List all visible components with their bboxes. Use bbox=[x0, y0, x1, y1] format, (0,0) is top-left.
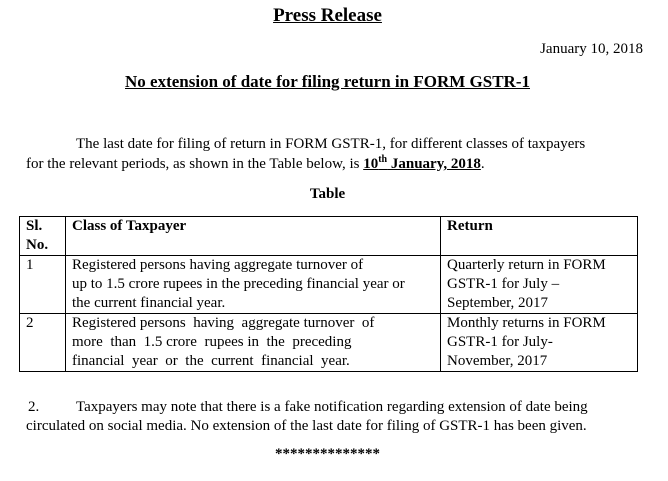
heading: No extension of date for filing return i… bbox=[125, 72, 530, 91]
cell-class: Registered persons having aggregate turn… bbox=[65, 255, 441, 314]
deadline-date: 10th January, 2018 bbox=[363, 154, 481, 173]
cell-line: Quarterly return in FORM bbox=[447, 257, 606, 273]
header-sl-no: Sl. No. bbox=[19, 216, 66, 256]
taxpayer-table: Sl. No. Class of Taxpayer Return 1 Regis… bbox=[19, 216, 638, 372]
end-mark: ************** bbox=[275, 446, 380, 462]
deadline-day: 10 bbox=[363, 156, 379, 172]
cell-line: September, 2017 bbox=[447, 295, 549, 311]
table-row: 2 Registered persons having aggregate tu… bbox=[19, 313, 638, 372]
table-row: 1 Registered persons having aggregate tu… bbox=[19, 255, 638, 314]
cell-return: Quarterly return in FORM GSTR-1 for July … bbox=[440, 255, 638, 314]
cell-line: GSTR-1 for July- bbox=[447, 334, 553, 350]
para2-line1: Taxpayers may note that there is a fake … bbox=[76, 399, 588, 415]
header-text: Sl. No. bbox=[26, 218, 49, 253]
para1-suffix: . bbox=[480, 156, 485, 172]
header-class: Class of Taxpayer bbox=[65, 216, 441, 256]
deadline-sup: th bbox=[378, 154, 388, 165]
cell-class: Registered persons having aggregate turn… bbox=[65, 313, 441, 372]
cell-line: Registered persons having aggregate turn… bbox=[72, 257, 364, 273]
cell-line: more than 1.5 crore rupees in the preced… bbox=[72, 334, 352, 350]
cell-line: Monthly returns in FORM bbox=[447, 315, 606, 331]
table-header-row: Sl. No. Class of Taxpayer Return bbox=[19, 216, 638, 256]
page-title: Press Release bbox=[273, 5, 382, 26]
table-caption: Table bbox=[309, 186, 346, 202]
para2-number: 2. bbox=[28, 399, 40, 415]
para1-line1: The last date for filing of return in FO… bbox=[76, 136, 586, 152]
cell-line: Registered persons having aggregate turn… bbox=[72, 315, 375, 331]
para2-line2: circulated on social media. No extension… bbox=[26, 418, 587, 434]
para1-line2-text: for the relevant periods, as shown in th… bbox=[26, 156, 364, 172]
cell-line: GSTR-1 for July – bbox=[447, 276, 560, 292]
cell-line: up to 1.5 crore rupees in the preceding … bbox=[72, 276, 405, 292]
header-return: Return bbox=[440, 216, 638, 256]
cell-sl: 1 bbox=[19, 255, 66, 314]
cell-sl: 2 bbox=[19, 313, 66, 372]
cell-line: the current financial year. bbox=[72, 295, 226, 311]
release-date: January 10, 2018 bbox=[540, 41, 643, 57]
para1-line2: for the relevant periods, as shown in th… bbox=[26, 154, 485, 173]
cell-line: financial year or the current financial … bbox=[72, 353, 350, 369]
cell-line: November, 2017 bbox=[447, 353, 548, 369]
deadline-rest: January, 2018 bbox=[387, 156, 481, 172]
cell-return: Monthly returns in FORM GSTR-1 for July- N… bbox=[440, 313, 638, 372]
